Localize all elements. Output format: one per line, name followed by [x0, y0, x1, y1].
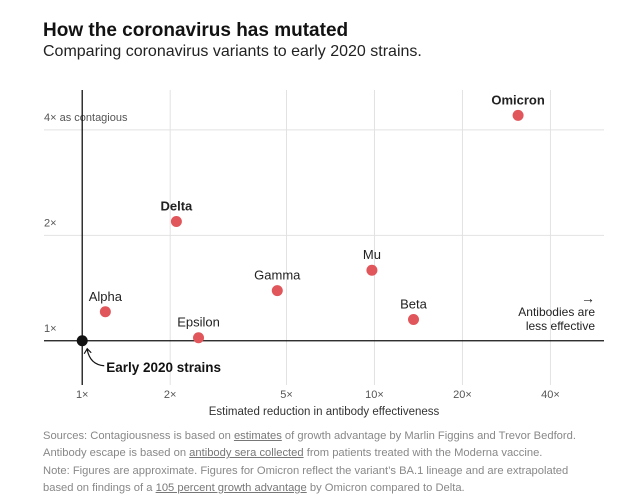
annotation-text: Antibodies are [518, 305, 595, 319]
point-beta [408, 313, 420, 325]
point-label: Beta [400, 296, 428, 311]
arrow-icon: → [581, 290, 595, 306]
x-tick-label: 5× [280, 389, 293, 401]
point-label: Early 2020 strains [106, 360, 221, 375]
point-label: Mu [363, 247, 381, 262]
point-label: Gamma [254, 268, 301, 283]
point-alpha [99, 306, 111, 318]
note-text: by Omicron compared to Delta. [306, 481, 465, 494]
x-tick-label: 20× [453, 389, 472, 401]
antibody-sera-link[interactable]: antibody sera collected [189, 447, 304, 460]
x-axis-label: Estimated reduction in antibody effectiv… [209, 406, 440, 418]
point-label: Epsilon [177, 315, 220, 330]
point-label: Delta [160, 199, 193, 214]
point-label: Alpha [89, 289, 123, 304]
chart-title: How the coronavirus has mutated [43, 20, 349, 41]
x-tick-label: 2× [164, 389, 177, 401]
source-notes: Sources: Contagiousness is based on esti… [43, 428, 603, 497]
y-tick-label: 2× [44, 217, 57, 229]
point-epsilon [193, 332, 205, 344]
growth-advantage-link[interactable]: 105 percent growth advantage [155, 481, 307, 494]
estimates-link[interactable]: estimates [233, 430, 282, 442]
point-label: Omicron [491, 92, 545, 107]
note-text: based on findings of a [43, 481, 156, 494]
chart-subtitle: Comparing coronavirus variants to early … [43, 43, 422, 60]
note-text: Note: Figures are approximate. Figures f… [43, 464, 569, 477]
note-text: from patients treated with the Moderna v… [303, 447, 543, 460]
note-text: of growth advantage by Marlin Figgins an… [281, 430, 576, 442]
point-omicron [512, 109, 524, 121]
x-tick-label: 10× [365, 389, 384, 401]
note-text: Antibody escape is based on [43, 447, 190, 460]
point-delta [170, 216, 182, 228]
point-gamma [271, 285, 283, 297]
annotation-text: less effective [526, 319, 595, 333]
arrow-icon [83, 347, 105, 367]
y-tick-label: 4× as contagious [44, 112, 128, 124]
x-tick-label: 1× [76, 389, 89, 401]
point-mu [366, 264, 378, 276]
x-tick-label: 40× [541, 389, 560, 401]
y-tick-label: 1× [44, 323, 57, 335]
note-text: Sources: Contagiousness is based on [43, 430, 234, 442]
point-early-2020-strains [76, 335, 88, 347]
